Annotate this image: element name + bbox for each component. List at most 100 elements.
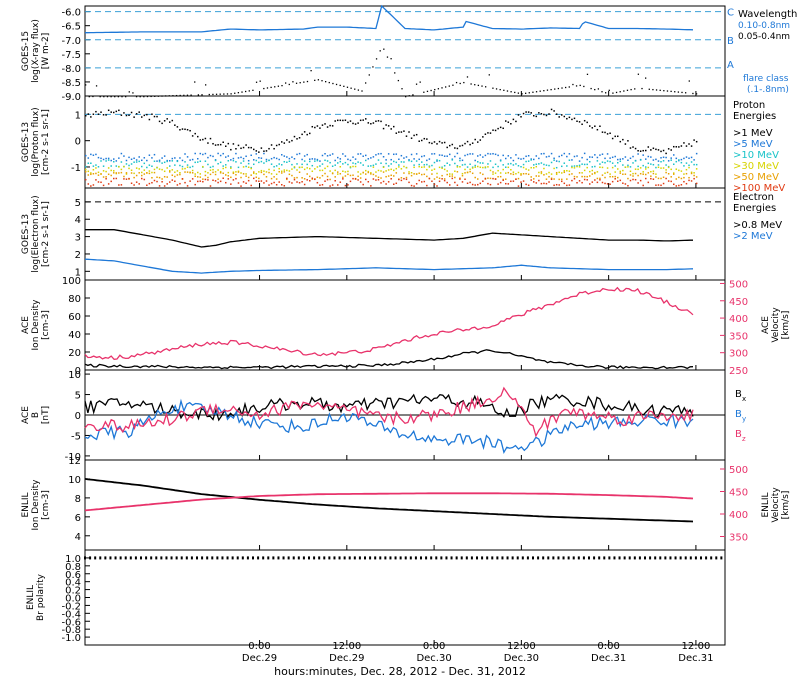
series--100-mev-point <box>693 177 695 180</box>
series--1-mev-point <box>471 142 474 144</box>
series-0-05-0-4nm-point <box>365 82 367 84</box>
y-tick-label: 12 <box>68 456 81 467</box>
series--10-mev-point <box>92 165 95 167</box>
series-br-polarity-point <box>598 556 601 560</box>
series--100-mev-point <box>652 178 655 180</box>
series--1-mev-point <box>87 113 90 115</box>
series--50-mev-point <box>522 173 525 175</box>
series--1-mev-point <box>624 143 627 145</box>
series--50-mev-point <box>578 172 581 174</box>
series--10-mev-point <box>344 161 347 164</box>
series--50-mev-point <box>423 173 426 176</box>
y-right-axis-label-line: ENLIL <box>761 492 771 517</box>
series--100-mev-point <box>181 178 184 180</box>
series--100-mev-point <box>380 182 382 184</box>
series--30-mev-point <box>240 172 242 174</box>
y-axis-label-line: [W m-2] <box>41 33 51 70</box>
series--5-mev-point <box>270 157 273 160</box>
series--5-mev-point <box>291 156 293 158</box>
series--50-mev-point <box>202 178 204 180</box>
series--50-mev-point <box>683 176 685 179</box>
series--100-mev-point <box>260 180 263 182</box>
series--100-mev-point <box>225 181 227 184</box>
series--5-mev-point <box>344 155 347 157</box>
series--50-mev-point <box>415 173 418 175</box>
series--30-mev-point <box>497 169 499 172</box>
series--100-mev-point <box>390 178 392 180</box>
series--50-mev-point <box>456 171 459 173</box>
series--5-mev-point <box>303 155 306 157</box>
series--10-mev <box>85 159 698 169</box>
series--5-mev-point <box>382 156 385 158</box>
series--1-mev-point <box>533 114 535 117</box>
series-0-05-0-4nm-point <box>481 85 483 87</box>
series--50-mev-point <box>622 173 624 176</box>
series--5-mev-point <box>558 155 560 158</box>
series--30-mev-point <box>113 170 115 172</box>
series--10-mev-point <box>281 164 283 166</box>
series--5-mev-point <box>260 157 263 159</box>
series--10-mev-point <box>637 165 639 168</box>
series--1-mev-point <box>601 131 604 133</box>
series--50-mev-point <box>240 176 242 179</box>
series--30-mev-point <box>283 169 286 171</box>
series--50-mev-point <box>342 176 344 179</box>
series--10-mev-point <box>449 164 451 166</box>
series--5-mev-point <box>655 158 657 161</box>
series-0-05-0-4nm-point <box>550 88 552 91</box>
series--10-mev-point <box>97 166 100 168</box>
series--100-mev-point <box>611 180 614 183</box>
series-br-polarity-point <box>277 556 280 560</box>
series--10-mev-point <box>482 162 484 164</box>
series--30-mev-point <box>263 170 265 172</box>
series-0-05-0-4nm-point <box>114 96 116 98</box>
series--5-mev-point <box>110 159 112 162</box>
series-0-05-0-4nm-point <box>263 87 265 90</box>
series--100-mev-point <box>451 177 454 180</box>
series--100-mev-point <box>107 183 110 185</box>
series--5-mev-point <box>586 158 588 161</box>
series--5-mev-point <box>97 156 100 159</box>
y-axis-label: ENLIL Br polarity <box>26 573 46 621</box>
y-tick-label: -1.0 <box>61 633 81 644</box>
series--1-mev-point <box>273 147 275 150</box>
y-tick-label: -7.5 <box>61 50 81 61</box>
series-br-polarity-point <box>470 556 473 560</box>
series--10-mev-point <box>288 160 291 163</box>
series-br-polarity-point <box>659 556 662 560</box>
series--100-mev-point <box>520 181 522 183</box>
series--30-mev-point <box>179 171 181 174</box>
legend-entry: B <box>735 389 742 400</box>
series--100-mev <box>85 177 698 187</box>
series--50-mev-point <box>105 176 107 178</box>
series--100-mev-point <box>263 182 265 184</box>
series--1-mev-point <box>296 138 298 140</box>
series--5-mev-point <box>421 155 423 158</box>
series--100-mev-point <box>639 179 642 182</box>
series--1-mev-point <box>166 118 168 120</box>
series-0-05-0-4nm-point <box>499 88 501 91</box>
series--50-mev-point <box>242 173 245 175</box>
series--10-mev-point <box>418 163 420 166</box>
y-tick-label: -0.8 <box>61 625 81 636</box>
series--100-mev-point <box>314 178 316 181</box>
series--1-mev-point <box>184 128 186 131</box>
series--100-mev-point <box>627 184 629 187</box>
series--5-mev-point <box>253 159 255 161</box>
series-0-05-0-4nm-point <box>339 84 341 87</box>
series-br-polarity-point <box>236 556 239 560</box>
series-0-05-0-4nm-point <box>601 91 603 93</box>
series--30-mev-point <box>163 170 166 173</box>
series--100-mev-point <box>510 180 512 183</box>
series-br-polarity-point <box>272 556 275 560</box>
series-0-05-0-4nm-point <box>321 80 323 82</box>
series--10-mev-point <box>110 165 112 167</box>
series--1-mev-point <box>143 114 146 117</box>
series-0-05-0-4nm-point <box>288 83 290 86</box>
series--1-mev-point <box>477 141 479 143</box>
series-br-polarity-point <box>521 556 524 560</box>
series--5-mev-point <box>352 156 354 158</box>
x-tick-time: 0:00 <box>248 641 270 652</box>
series--100-mev-point <box>428 177 431 180</box>
